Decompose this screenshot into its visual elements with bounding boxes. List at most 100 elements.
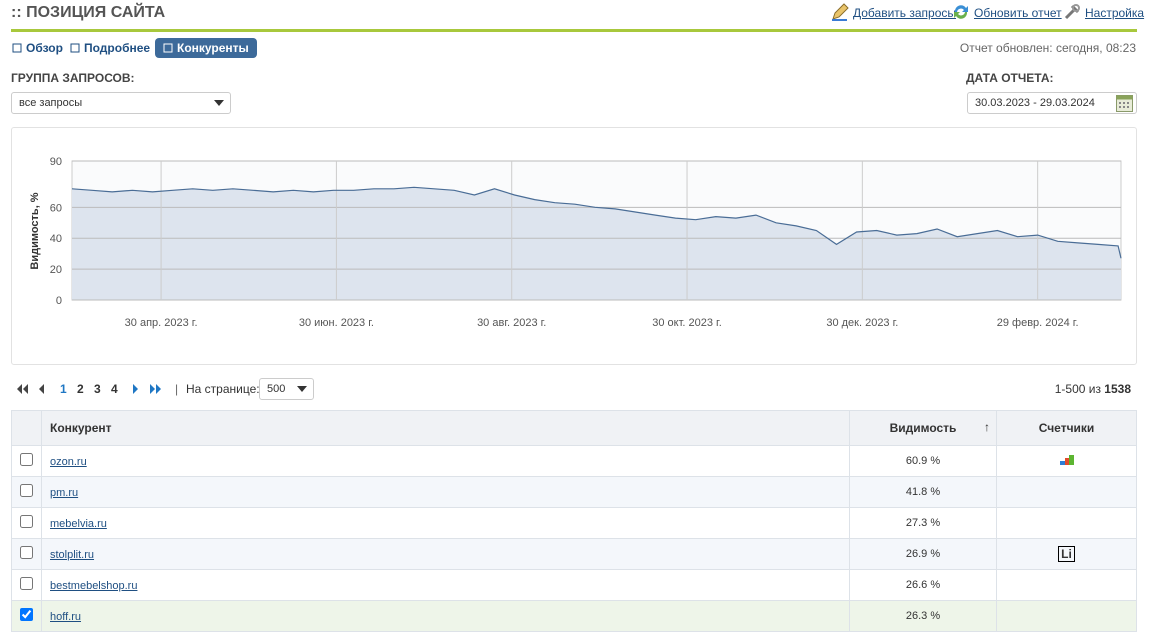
visibility-cell: 41.8 % xyxy=(849,476,997,508)
header-cell: Счетчики xyxy=(996,410,1137,446)
y-tick-label: 60 xyxy=(50,202,62,214)
table-row: ozon.ru 60.9 % xyxy=(11,445,1137,477)
table-header: Конкурент Видимость ↑ Счетчики xyxy=(11,410,1137,446)
row-checkbox[interactable] xyxy=(20,546,33,559)
action-icon xyxy=(954,5,968,19)
total-count: 1538 xyxy=(1104,382,1131,396)
table-row: mebelvia.ru 27.3 % xyxy=(11,507,1137,539)
domain-link[interactable]: bestmebelshop.ru xyxy=(50,580,138,592)
checkbox-cell xyxy=(11,569,42,601)
table-row: stolplit.ru 26.9 % Li xyxy=(11,538,1137,570)
domain-cell: ozon.ru xyxy=(41,445,850,477)
line xyxy=(71,186,1122,259)
x-tick-label: 30 апр. 2023 г. xyxy=(125,317,198,329)
group-select[interactable]: все запросы xyxy=(11,92,231,114)
report-updated: Отчет обновлен: сегодня, 08:23 xyxy=(959,41,1136,55)
row-checkbox[interactable] xyxy=(20,608,33,621)
page-link[interactable]: 4 xyxy=(111,382,118,396)
tab[interactable]: Конкуренты xyxy=(155,38,257,58)
domain-cell: hoff.ru xyxy=(41,600,850,632)
table-row: bestmebelshop.ru 26.6 % xyxy=(11,569,1137,601)
y-tick-label: 20 xyxy=(50,264,62,276)
table-row: pm.ru 41.8 % xyxy=(11,476,1137,508)
counters-cell xyxy=(996,476,1137,508)
header-action[interactable]: Добавить запросы xyxy=(853,6,957,20)
y-tick-label: 0 xyxy=(56,295,62,307)
date-label: ДАТА ОТЧЕТА: xyxy=(966,71,1054,85)
page-link[interactable]: 2 xyxy=(77,382,84,396)
header-action[interactable]: Настройка xyxy=(1085,6,1145,20)
competitors-table: Конкурент Видимость ↑ Счетчики ozon.ru 60.… xyxy=(11,410,1137,632)
page-arrow[interactable] xyxy=(133,384,147,394)
domain-link[interactable]: pm.ru xyxy=(50,487,79,499)
counter-icon[interactable] xyxy=(1059,454,1075,466)
header-cell xyxy=(11,410,42,446)
sort-arrow: ↑ xyxy=(984,420,990,434)
row-checkbox[interactable] xyxy=(20,577,33,590)
x-tick-label: 30 дек. 2023 г. xyxy=(826,317,898,329)
chart: Видимость, % 0 20 40 60 90 30 апр. 2023 г. 30 и… xyxy=(29,156,1122,329)
page-link[interactable]: 3 xyxy=(94,382,101,396)
visibility-cell: 60.9 % xyxy=(849,445,997,477)
dropdown-arrow xyxy=(214,100,224,106)
group-value: все запросы xyxy=(19,97,83,109)
x-tick-label: 29 февр. 2024 г. xyxy=(997,317,1079,329)
group-label: ГРУППА ЗАПРОСОВ: xyxy=(11,71,135,85)
result-range: 1-500 из 1538 xyxy=(1055,382,1131,396)
visibility-value: 41.8 % xyxy=(905,486,941,498)
per-page-value: 500 xyxy=(267,383,286,395)
date-value: 30.03.2023 - 29.03.2024 xyxy=(975,97,1095,109)
x-tick-label: 30 авг. 2023 г. xyxy=(477,317,546,329)
page-arrow[interactable] xyxy=(150,384,164,394)
counters-cell xyxy=(996,445,1137,477)
y-tick-label: 90 xyxy=(50,156,62,168)
y-tick-label: 40 xyxy=(50,233,62,245)
visibility-value: 26.9 % xyxy=(905,548,941,560)
header-cell[interactable]: Видимость ↑ xyxy=(849,410,997,446)
domain-link[interactable]: ozon.ru xyxy=(50,456,87,468)
visibility-cell: 27.3 % xyxy=(849,507,997,539)
dropdown-arrow xyxy=(297,386,307,392)
column-header: Видимость xyxy=(889,421,957,435)
counters-cell xyxy=(996,569,1137,601)
page-arrow[interactable] xyxy=(39,384,53,394)
tab[interactable]: Подробнее xyxy=(69,41,150,55)
visibility-cell: 26.9 % xyxy=(849,538,997,570)
page-link[interactable]: 1 xyxy=(60,382,67,396)
header-cell[interactable]: Конкурент xyxy=(41,410,850,446)
counters-cell: Li xyxy=(996,538,1137,570)
visibility-value: 60.9 % xyxy=(905,455,941,467)
tab[interactable]: Обзор xyxy=(11,41,63,55)
separator: | xyxy=(175,382,179,396)
date-picker[interactable]: 30.03.2023 - 29.03.2024 xyxy=(967,92,1137,114)
action-icon xyxy=(1064,4,1080,20)
y-axis-label: Видимость, % xyxy=(29,192,41,269)
action-icon xyxy=(832,3,849,21)
page-arrow[interactable] xyxy=(17,384,31,394)
header-action[interactable]: Обновить отчет xyxy=(974,6,1062,20)
checkbox-cell xyxy=(11,600,42,632)
checkbox-cell xyxy=(11,538,42,570)
row-checkbox[interactable] xyxy=(20,453,33,466)
row-checkbox[interactable] xyxy=(20,484,33,497)
per-page-select[interactable]: 500 xyxy=(259,378,314,400)
visibility-cell: 26.6 % xyxy=(849,569,997,601)
counters-cell xyxy=(996,600,1137,632)
area xyxy=(72,187,1121,300)
calendar-icon xyxy=(1116,95,1133,112)
domain-link[interactable]: stolplit.ru xyxy=(50,549,95,561)
header-rule xyxy=(11,29,1137,32)
row-checkbox[interactable] xyxy=(20,515,33,528)
visibility-cell: 26.3 % xyxy=(849,600,997,632)
x-tick-label: 30 июн. 2023 г. xyxy=(299,317,374,329)
visibility-value: 26.6 % xyxy=(905,579,941,591)
visibility-value: 27.3 % xyxy=(905,517,941,529)
range-text: 1-500 из xyxy=(1054,382,1101,396)
domain-link[interactable]: mebelvia.ru xyxy=(50,518,107,530)
table-row: hoff.ru 26.3 % xyxy=(11,600,1137,632)
tab-icon xyxy=(70,43,80,53)
domain-link[interactable]: hoff.ru xyxy=(50,611,81,623)
counter-badge[interactable]: Li xyxy=(1058,546,1075,562)
domain-cell: pm.ru xyxy=(41,476,850,508)
